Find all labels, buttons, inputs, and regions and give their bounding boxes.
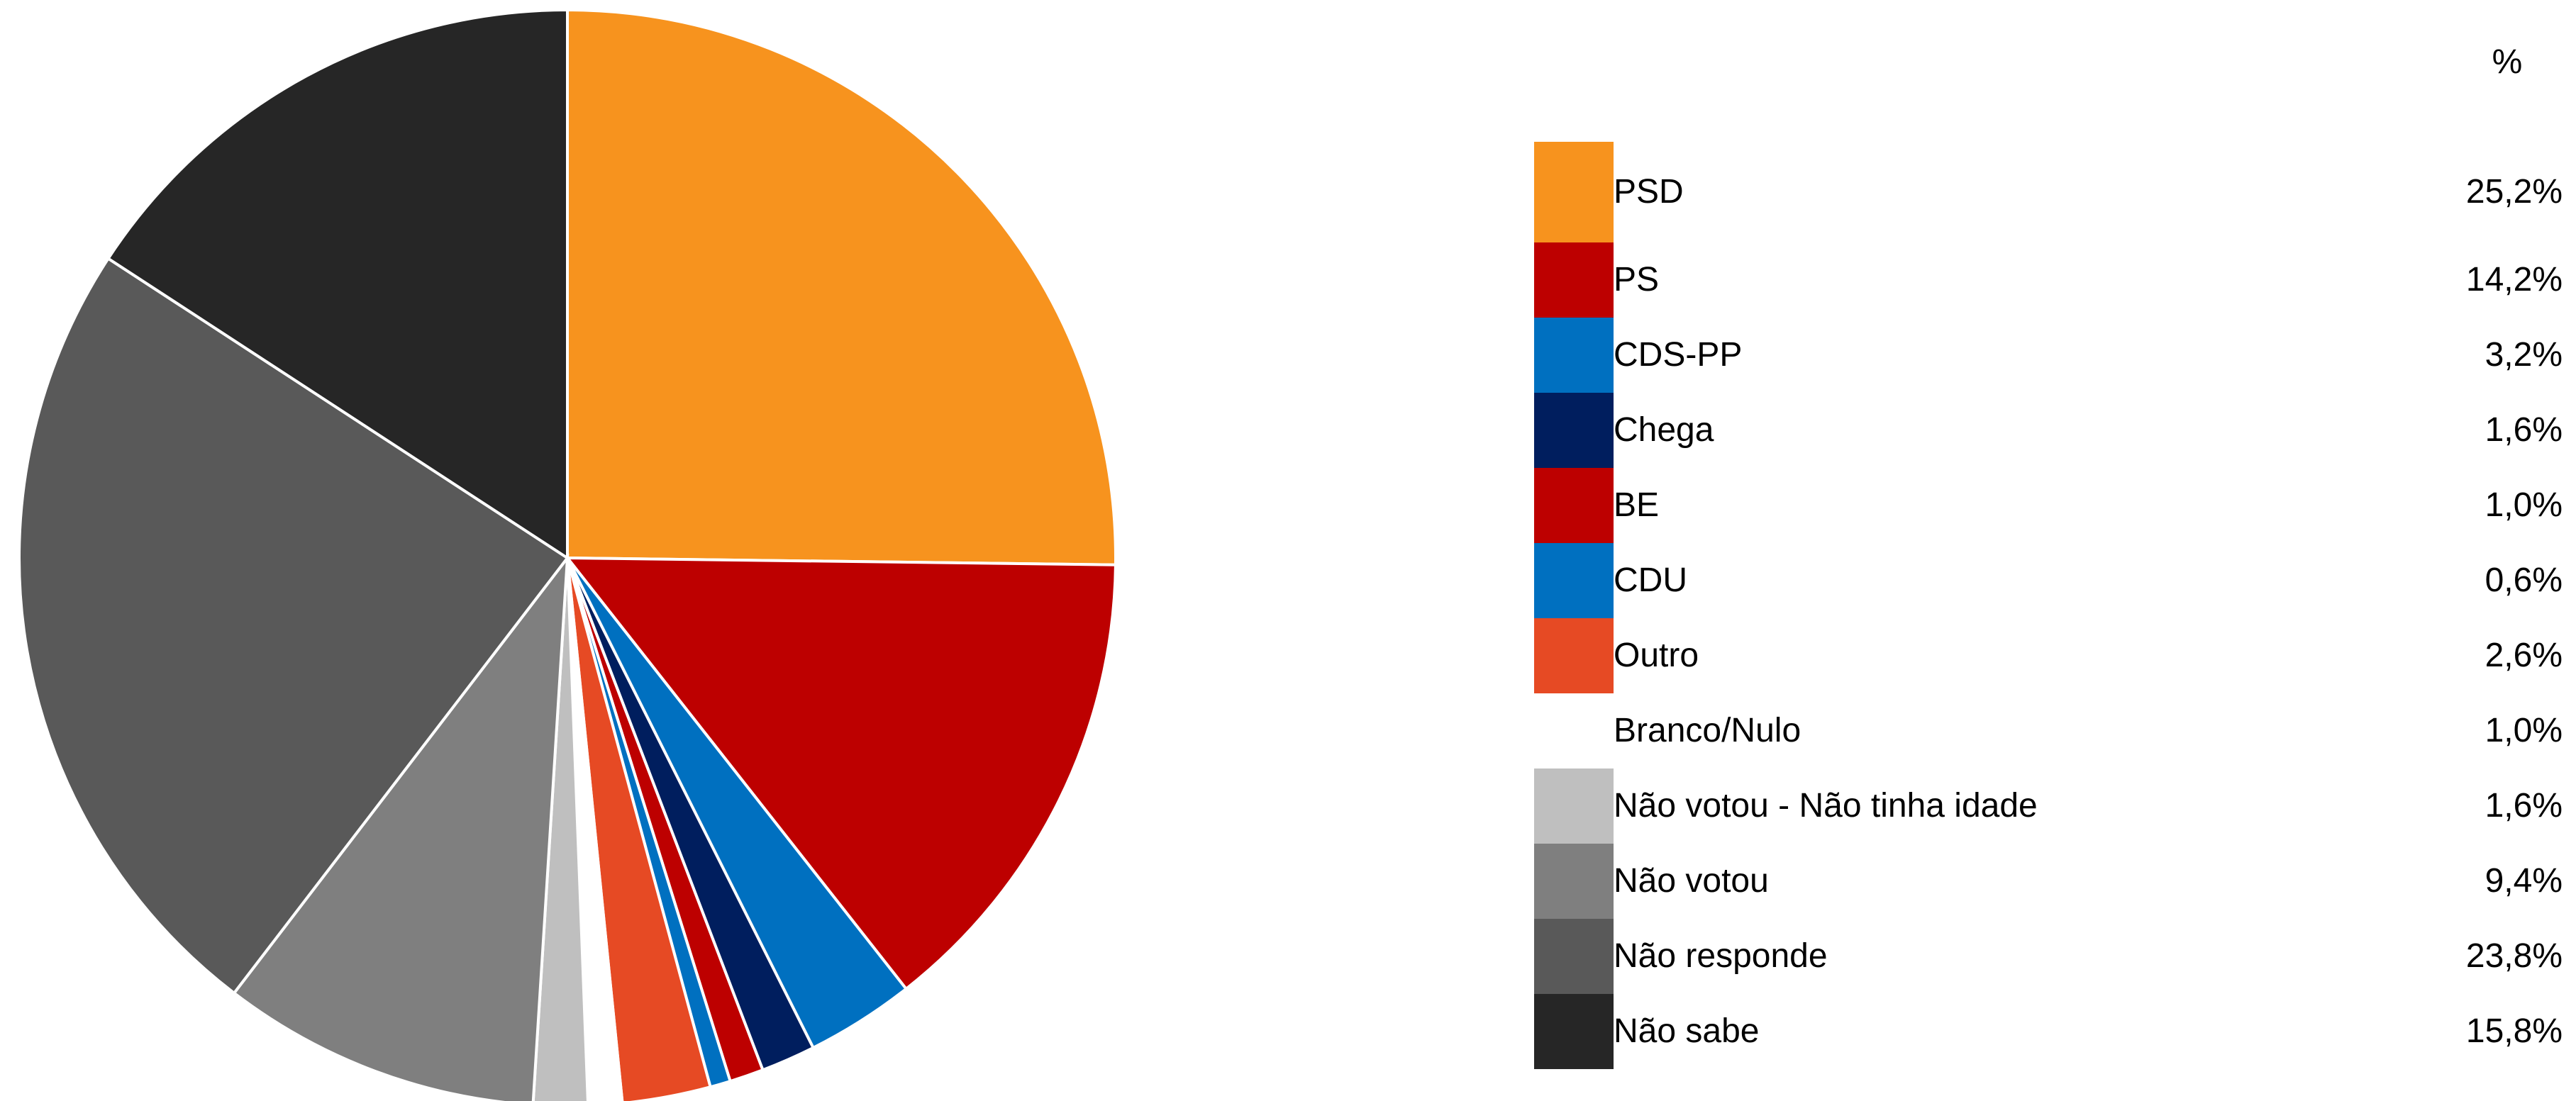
- legend-label: Outro: [1614, 637, 1699, 674]
- legend-swatch: [1534, 242, 1614, 318]
- pie-slice-1: [564, 556, 1117, 991]
- legend-item: BE 1,0%: [1534, 468, 2563, 543]
- legend-value: 25,2%: [2465, 173, 2563, 211]
- legend-item: Não sabe 15,8%: [1534, 994, 2563, 1069]
- legend-label: Chega: [1614, 411, 1714, 449]
- legend-label: Não responde: [1614, 937, 1828, 975]
- legend-value: 1,6%: [2485, 787, 2563, 825]
- legend-item: Outro 2,6%: [1534, 618, 2563, 693]
- legend-swatch: [1534, 318, 1614, 393]
- legend-swatch: [1534, 919, 1614, 994]
- legend-swatch: [1534, 994, 1614, 1069]
- legend-item: Não votou 9,4%: [1534, 844, 2563, 919]
- legend-label: PSD: [1614, 173, 1684, 211]
- legend-value: 15,8%: [2465, 1012, 2563, 1050]
- legend-swatch: [1534, 543, 1614, 618]
- legend: PSD 25,2% PS 14,2% CDS-PP 3,2% Chega 1,6% BE 1,0%…: [1534, 142, 2563, 1069]
- pie-slice-0: [566, 8, 1117, 566]
- legend-item: Não responde 23,8%: [1534, 919, 2563, 994]
- legend-item: Não votou - Não tinha idade 1,6%: [1534, 769, 2563, 844]
- pie-slice-6: [566, 557, 713, 1101]
- legend-item: CDU 0,6%: [1534, 543, 2563, 618]
- legend-label: Branco/Nulo: [1614, 712, 1801, 749]
- legend-swatch: [1534, 618, 1614, 693]
- legend-item: CDS-PP 3,2%: [1534, 318, 2563, 393]
- pie-slice-10: [18, 256, 570, 995]
- legend-label: Não votou: [1614, 862, 1769, 900]
- legend-swatch: [1534, 769, 1614, 844]
- pie-slice-9: [232, 553, 570, 1101]
- legend-value: 9,4%: [2485, 862, 2563, 900]
- legend-value: 1,0%: [2485, 486, 2563, 524]
- legend-label: Não votou - Não tinha idade: [1614, 787, 2038, 825]
- legend-item: PS 14,2%: [1534, 242, 2563, 318]
- legend-value: 23,8%: [2465, 937, 2563, 975]
- pie-slice-11: [106, 8, 569, 561]
- legend-label: BE: [1614, 486, 1660, 524]
- legend-value: 14,2%: [2465, 261, 2563, 298]
- legend-value-header: %: [2492, 43, 2523, 81]
- legend-label: CDU: [1614, 561, 1687, 599]
- pie-slice-8: [531, 557, 589, 1101]
- legend-value: 1,0%: [2485, 712, 2563, 749]
- legend-value: 2,6%: [2485, 637, 2563, 674]
- legend-swatch: [1534, 468, 1614, 543]
- legend-value: 1,6%: [2485, 411, 2563, 449]
- legend-label: CDS-PP: [1614, 336, 1743, 374]
- legend-label: PS: [1614, 261, 1660, 298]
- legend-swatch: [1534, 693, 1614, 769]
- legend-swatch: [1534, 142, 1614, 242]
- legend-label: Não sabe: [1614, 1012, 1760, 1050]
- legend-swatch: [1534, 844, 1614, 919]
- legend-swatch: [1534, 393, 1614, 468]
- legend-item: PSD 25,2%: [1534, 142, 2563, 242]
- pie-chart: [18, 8, 1117, 1101]
- legend-value: 0,6%: [2485, 561, 2563, 599]
- legend-item: Branco/Nulo 1,0%: [1534, 693, 2563, 769]
- legend-item: Chega 1,6%: [1534, 393, 2563, 468]
- legend-value: 3,2%: [2485, 336, 2563, 374]
